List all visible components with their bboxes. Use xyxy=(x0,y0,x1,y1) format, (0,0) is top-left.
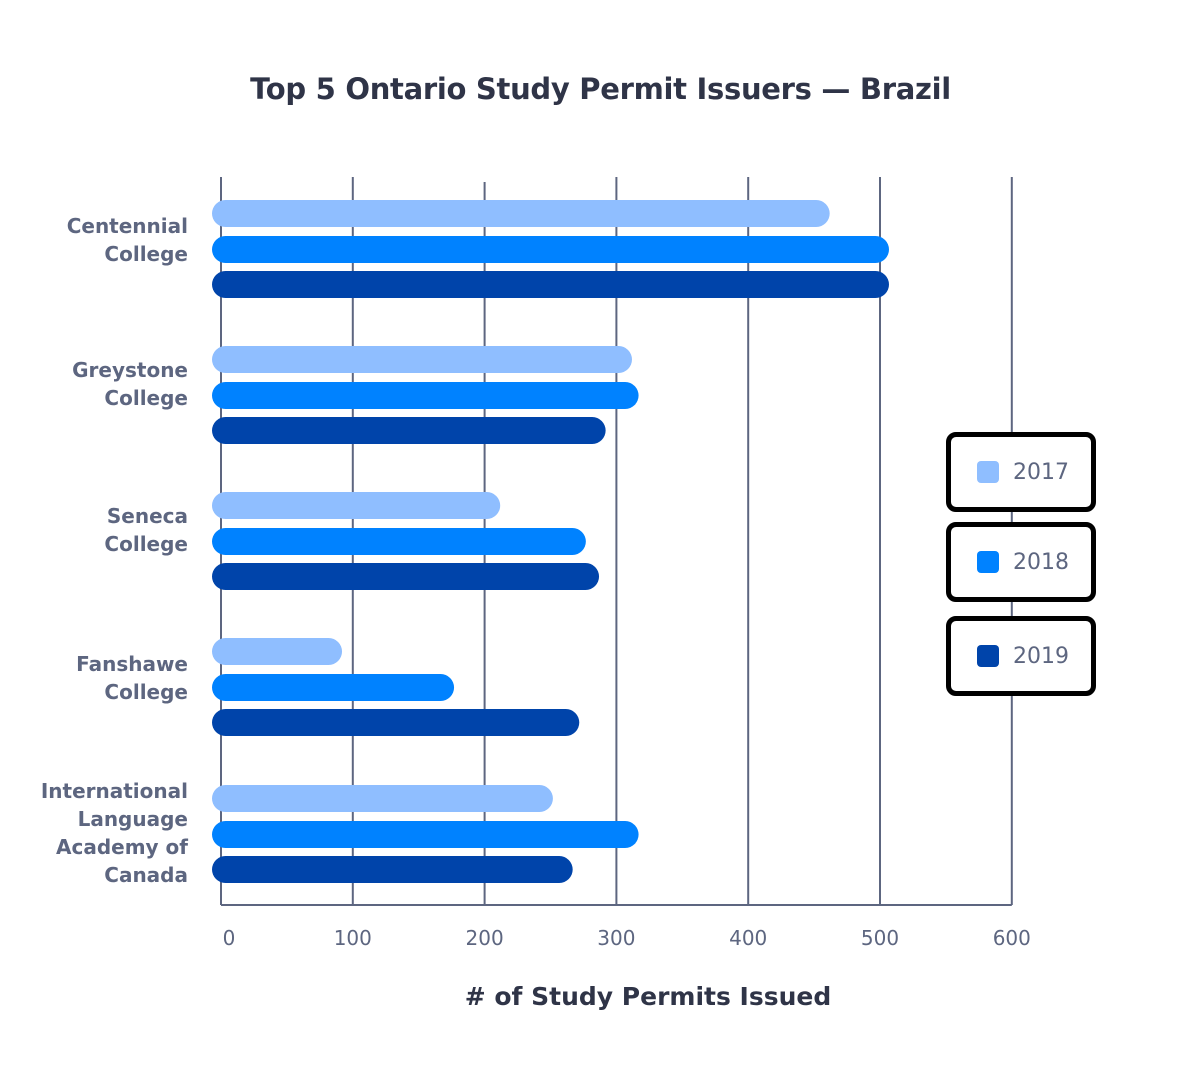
legend-swatch xyxy=(977,461,999,483)
x-tick-label: 400 xyxy=(729,926,768,950)
y-axis-label: Seneca College xyxy=(104,504,188,556)
bar-2019 xyxy=(212,563,600,590)
bar-2019 xyxy=(212,417,606,444)
legend-swatch xyxy=(977,551,999,573)
bar-2017 xyxy=(212,200,830,227)
legend-item-2019: 2019 xyxy=(946,616,1096,696)
chart-title: Top 5 Ontario Study Permit Issuers — Bra… xyxy=(250,72,951,106)
x-axis-title: # of Study Permits Issued xyxy=(464,982,832,1011)
bar-2019 xyxy=(212,709,580,736)
legend-label: 2018 xyxy=(1013,549,1069,575)
x-tick-label: 600 xyxy=(992,926,1031,950)
bar-2017 xyxy=(212,492,501,519)
bar-2017 xyxy=(212,785,553,812)
bar-2018 xyxy=(212,236,889,263)
x-tick-label: 500 xyxy=(860,926,900,950)
legend-label: 2017 xyxy=(1013,459,1069,485)
x-tick-label: 300 xyxy=(597,926,636,950)
y-axis-label: Centennial College xyxy=(66,214,188,266)
legend-item-2018: 2018 xyxy=(946,522,1096,602)
bar-2019 xyxy=(212,856,573,883)
bar-2017 xyxy=(212,638,343,665)
legend-label: 2019 xyxy=(1013,643,1069,669)
bar-2018 xyxy=(212,382,639,409)
x-tick-label: 100 xyxy=(333,926,372,950)
x-tick-label: 0 xyxy=(222,926,236,950)
bar-2018 xyxy=(212,674,455,701)
legend-swatch xyxy=(977,645,999,667)
y-axis-label: International Language Academy of Canada xyxy=(40,779,188,887)
bar-2017 xyxy=(212,346,632,373)
y-axis-label: Greystone College xyxy=(72,358,188,410)
bar-2018 xyxy=(212,821,639,848)
legend-item-2017: 2017 xyxy=(946,432,1096,512)
y-axis-label: Fanshawe College xyxy=(76,652,188,704)
bar-2018 xyxy=(212,528,586,555)
x-tick-label: 200 xyxy=(465,926,504,950)
bar-2019 xyxy=(212,271,889,298)
